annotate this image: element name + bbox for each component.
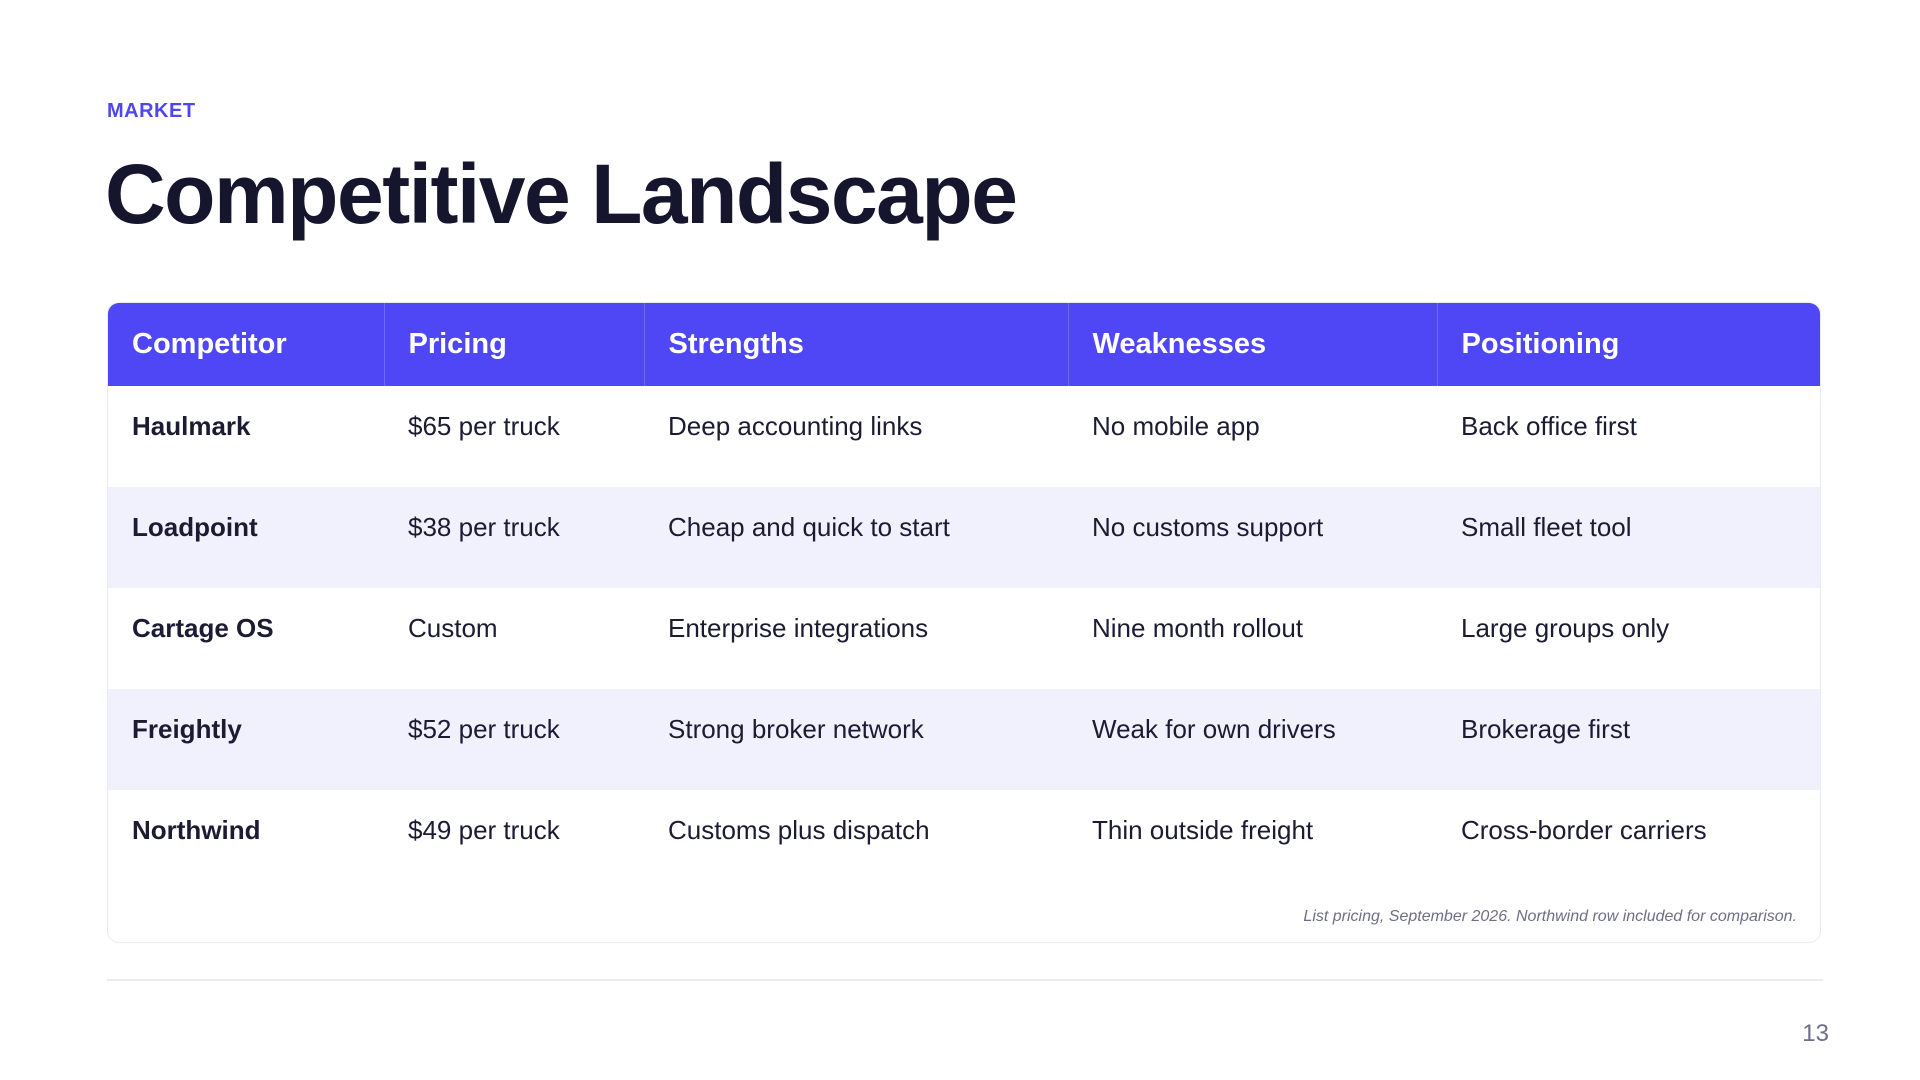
weaknesses-cell: No mobile app <box>1092 411 1260 441</box>
strengths-cell: Customs plus dispatch <box>668 815 930 845</box>
competitor-table-card: Competitor Pricing Strengths Weaknesses … <box>107 302 1821 943</box>
positioning-cell: Back office first <box>1461 411 1637 441</box>
table-row: Northwind $49 per truck Customs plus dis… <box>108 790 1820 891</box>
competitor-name: Freightly <box>132 714 242 744</box>
header-competitor: Competitor <box>108 303 385 386</box>
competitor-name: Cartage OS <box>132 613 274 643</box>
competitor-name: Loadpoint <box>132 512 258 542</box>
weaknesses-cell: No customs support <box>1092 512 1324 542</box>
strengths-cell: Deep accounting links <box>668 411 923 441</box>
pricing-cell: Custom <box>408 613 498 643</box>
competitor-name: Northwind <box>132 815 261 845</box>
header-weaknesses: Weaknesses <box>1068 303 1438 386</box>
competitor-name: Haulmark <box>132 411 251 441</box>
positioning-cell: Brokerage first <box>1461 714 1631 744</box>
page-number: 13 <box>1802 1020 1829 1047</box>
weaknesses-cell: Thin outside freight <box>1092 815 1314 845</box>
pricing-cell: $38 per truck <box>408 512 560 542</box>
strengths-cell: Strong broker network <box>668 714 924 744</box>
table-row: Haulmark $65 per truck Deep accounting l… <box>108 386 1820 487</box>
footer-divider <box>107 979 1823 981</box>
slide-title: Competitive Landscape <box>105 147 1018 241</box>
strengths-cell: Enterprise integrations <box>668 613 929 643</box>
pricing-cell: $65 per truck <box>408 411 560 441</box>
weaknesses-cell: Nine month rollout <box>1092 613 1303 643</box>
pricing-cell: $49 per truck <box>408 815 560 845</box>
strengths-cell: Cheap and quick to start <box>668 512 950 542</box>
table-row: Freightly $52 per truck Strong broker ne… <box>108 689 1820 790</box>
weaknesses-cell: Weak for own drivers <box>1092 714 1336 744</box>
positioning-cell: Cross-border carriers <box>1461 815 1707 845</box>
header-strengths: Strengths <box>644 303 1069 386</box>
positioning-cell: Large groups only <box>1461 613 1670 643</box>
header-pricing: Pricing <box>384 303 645 386</box>
table-row: Cartage OS Custom Enterprise integration… <box>108 588 1820 689</box>
positioning-cell: Small fleet tool <box>1461 512 1632 542</box>
pricing-cell: $52 per truck <box>408 714 560 744</box>
table-row: Loadpoint $38 per truck Cheap and quick … <box>108 487 1820 588</box>
table-header-row: Competitor Pricing Strengths Weaknesses … <box>108 303 1820 386</box>
header-positioning: Positioning <box>1461 328 1620 360</box>
competitor-table: Competitor Pricing Strengths Weaknesses … <box>108 303 1820 891</box>
table-footnote: List pricing, September 2026. Northwind … <box>1303 908 1797 925</box>
section-eyebrow: MARKET <box>107 100 196 122</box>
